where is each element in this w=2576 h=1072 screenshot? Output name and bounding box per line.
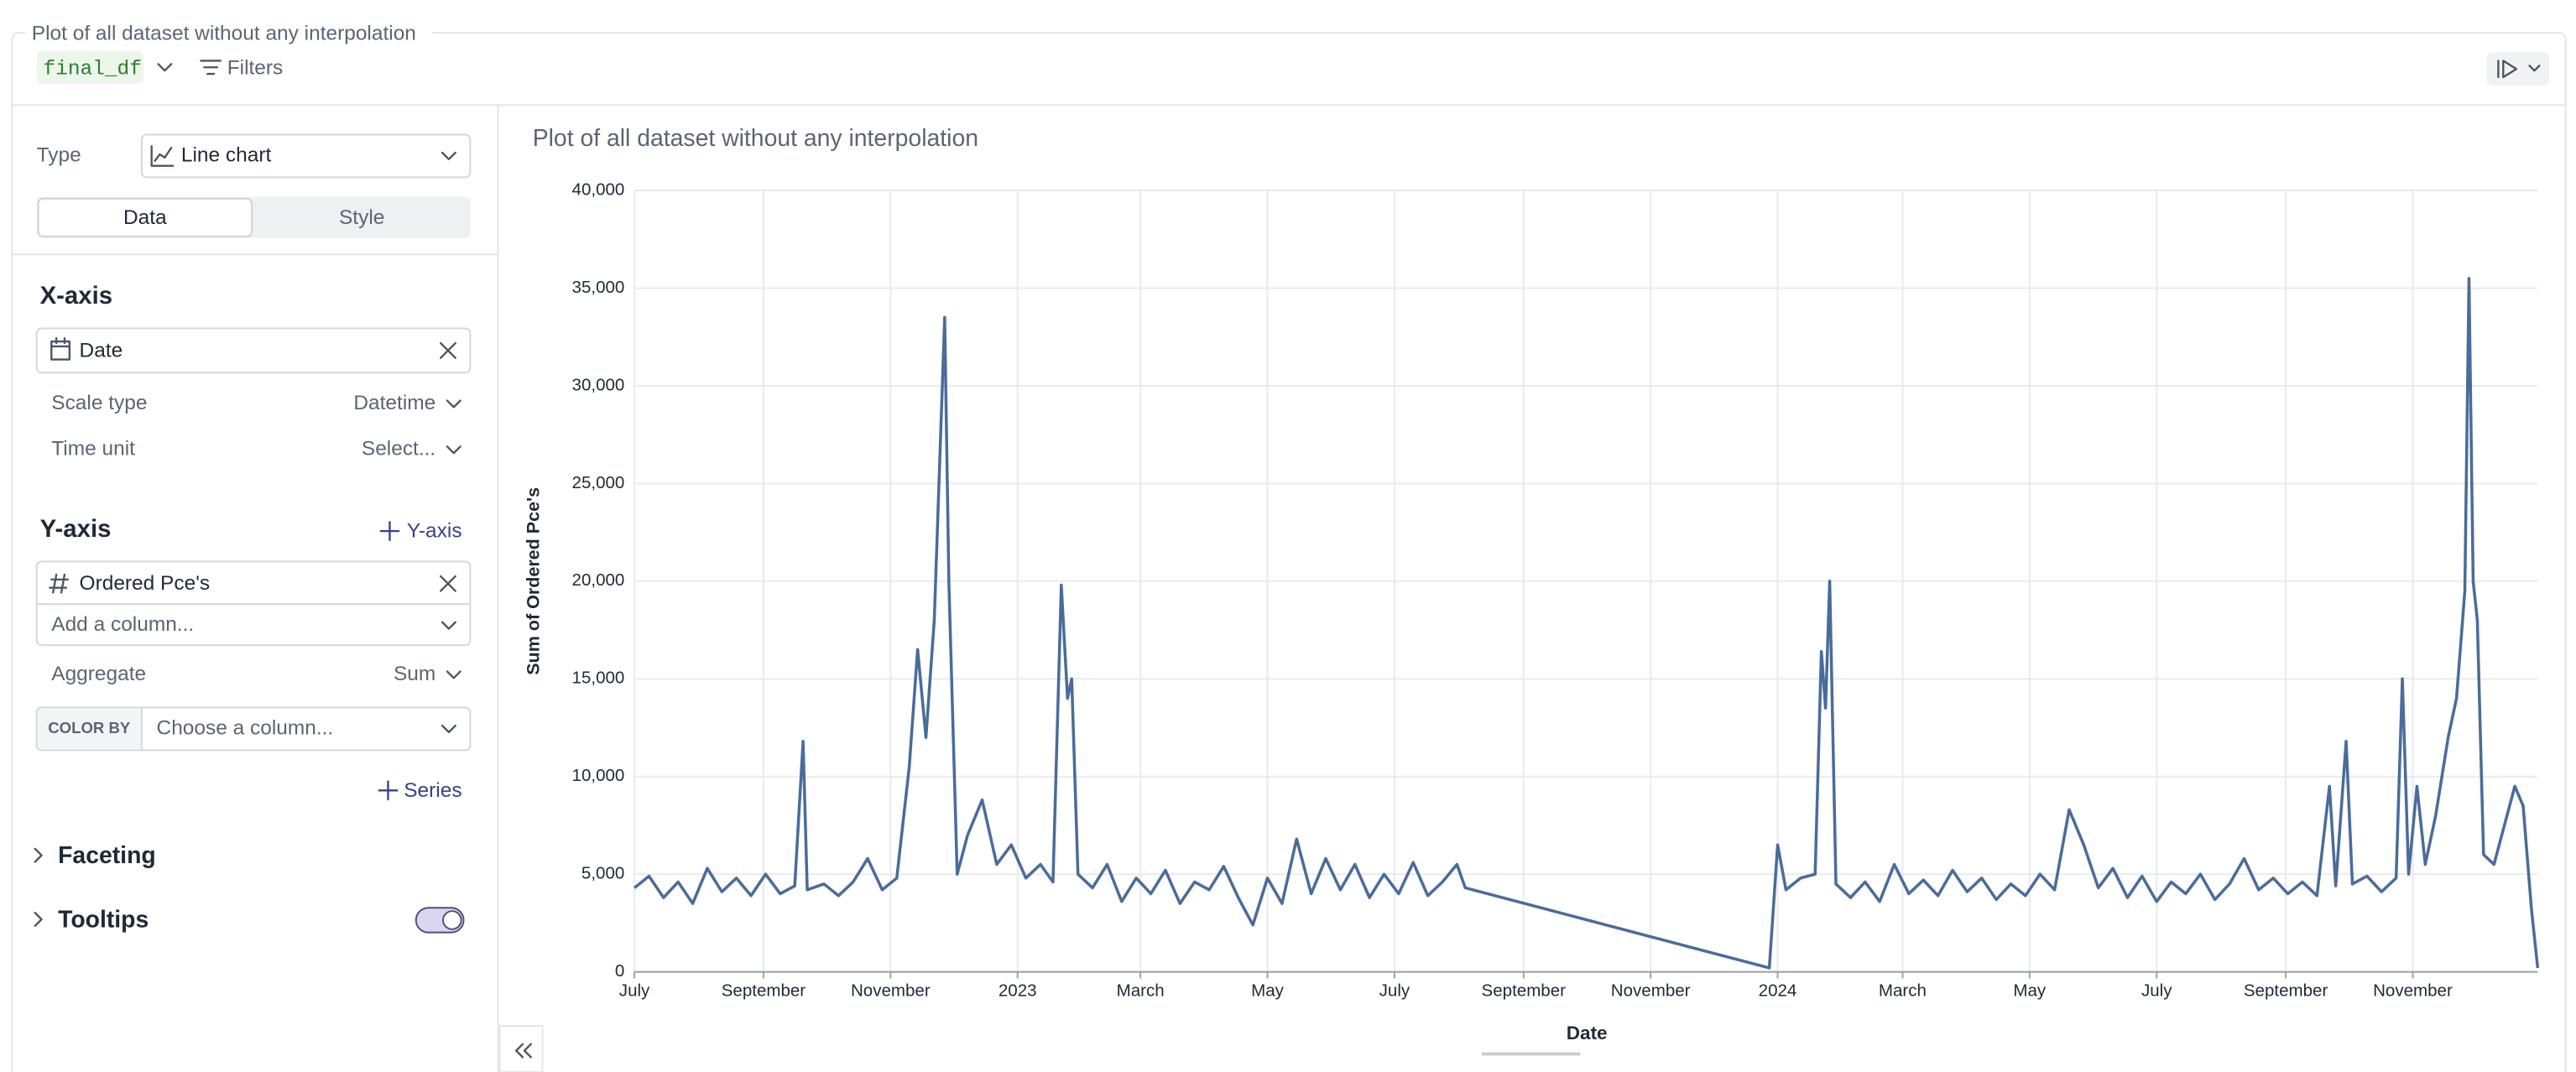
- x-tick-label: September: [2244, 981, 2328, 1001]
- add-column-chevron[interactable]: [441, 621, 456, 630]
- y-tick-label: 15,000: [572, 669, 625, 688]
- y-tick-label: 40,000: [572, 180, 625, 199]
- aggregate-label: Aggregate: [51, 663, 146, 685]
- filter-icon[interactable]: [200, 60, 222, 75]
- type-value[interactable]: Line chart: [181, 143, 272, 166]
- tooltips-chevron[interactable]: [34, 911, 43, 927]
- title-bg: [24, 19, 433, 49]
- aggregate-chevron[interactable]: [446, 670, 461, 679]
- run-button[interactable]: [2486, 52, 2550, 86]
- x-axis-title: Date: [1567, 1023, 1608, 1043]
- add-series-icon[interactable]: [378, 780, 399, 801]
- dataset-name[interactable]: final_df: [44, 59, 142, 81]
- x-column-field[interactable]: [35, 327, 472, 374]
- y-tick-label: 20,000: [572, 570, 625, 590]
- faceting-chevron[interactable]: [34, 847, 43, 863]
- add-y-button[interactable]: Y-axis: [407, 520, 462, 543]
- y-column[interactable]: Ordered Pce's: [80, 572, 211, 595]
- type-select[interactable]: [140, 133, 472, 179]
- time-unit-value[interactable]: Select...: [362, 438, 435, 461]
- data-line: [633, 277, 2540, 970]
- y-tick-label: 5,000: [581, 864, 624, 883]
- x-tick-label: July: [2141, 981, 2172, 1001]
- type-chevron[interactable]: [441, 151, 456, 161]
- scale-chevron[interactable]: [446, 399, 461, 409]
- y-axis-heading: Y-axis: [40, 515, 112, 543]
- x-tick-label: May: [2013, 981, 2047, 1001]
- y-tick-label: 10,000: [572, 766, 625, 785]
- x-tick-label: July: [619, 981, 650, 1001]
- x-tick-label: November: [2373, 981, 2453, 1001]
- x-tick-label: 2024: [1759, 981, 1797, 1001]
- filters-button[interactable]: Filters: [227, 57, 284, 80]
- x-column[interactable]: Date: [80, 339, 123, 362]
- y-tick-label: 25,000: [572, 473, 625, 492]
- x-tick-label: May: [1251, 981, 1285, 1001]
- scale-type-value[interactable]: Datetime: [353, 392, 435, 414]
- y-axis-title: Sum of Ordered Pce's: [523, 487, 543, 675]
- x-tick-label: November: [1611, 981, 1691, 1001]
- cell-title: Plot of all dataset without any interpol…: [32, 23, 416, 45]
- number-icon: [49, 573, 70, 594]
- clear-x[interactable]: [439, 341, 456, 359]
- x-tick-label: November: [851, 981, 931, 1001]
- x-tick-label: September: [722, 981, 806, 1001]
- color-by-field[interactable]: [35, 706, 472, 752]
- collapse-button[interactable]: [498, 1025, 544, 1072]
- x-tick-label: September: [1482, 981, 1567, 1001]
- x-tick-label: 2023: [999, 981, 1037, 1001]
- x-axis-heading: X-axis: [40, 282, 112, 310]
- tab-style[interactable]: Style: [339, 206, 384, 229]
- dataset-chevron[interactable]: [157, 63, 173, 72]
- calendar-icon: [50, 336, 70, 361]
- add-y-icon[interactable]: [379, 521, 400, 542]
- x-tick-label: July: [1379, 981, 1411, 1001]
- type-label: Type: [37, 143, 81, 166]
- chart-title: Plot of all dataset without any interpol…: [533, 125, 978, 152]
- tooltips-section[interactable]: Tooltips: [58, 906, 149, 933]
- card: [11, 32, 2567, 1072]
- time-unit-label: Time unit: [51, 438, 135, 461]
- x-tick-label: March: [1117, 981, 1165, 1001]
- y-tick-label: 0: [615, 961, 624, 981]
- add-series-button[interactable]: Series: [404, 779, 461, 802]
- tab-active[interactable]: [37, 197, 253, 237]
- x-tick-label: March: [1879, 981, 1927, 1001]
- color-by-placeholder[interactable]: Choose a column...: [157, 716, 334, 739]
- color-by-label: COLOR BY: [48, 719, 131, 736]
- dataset-chip[interactable]: [36, 50, 143, 84]
- line-chart-icon: [150, 145, 175, 167]
- tab-data[interactable]: Data: [123, 206, 167, 229]
- clear-y[interactable]: [439, 575, 456, 592]
- color-by-tag: [38, 709, 142, 749]
- run-icon[interactable]: [2497, 60, 2541, 79]
- scale-type-label: Scale type: [51, 392, 147, 414]
- faceting-section[interactable]: Faceting: [58, 842, 156, 869]
- add-column[interactable]: Add a column...: [51, 613, 194, 636]
- time-unit-chevron[interactable]: [446, 445, 461, 455]
- aggregate-value[interactable]: Sum: [394, 663, 435, 685]
- collapse-icon[interactable]: [514, 1043, 532, 1059]
- toggle-knob[interactable]: [442, 910, 462, 930]
- y-tick-label: 35,000: [572, 278, 625, 297]
- plot: 0 5,000 10,000 15,000 20,000 25,000 30,000 35,0…: [572, 180, 2540, 1001]
- y-tick-label: 30,000: [572, 375, 625, 394]
- color-by-chevron[interactable]: [441, 724, 456, 734]
